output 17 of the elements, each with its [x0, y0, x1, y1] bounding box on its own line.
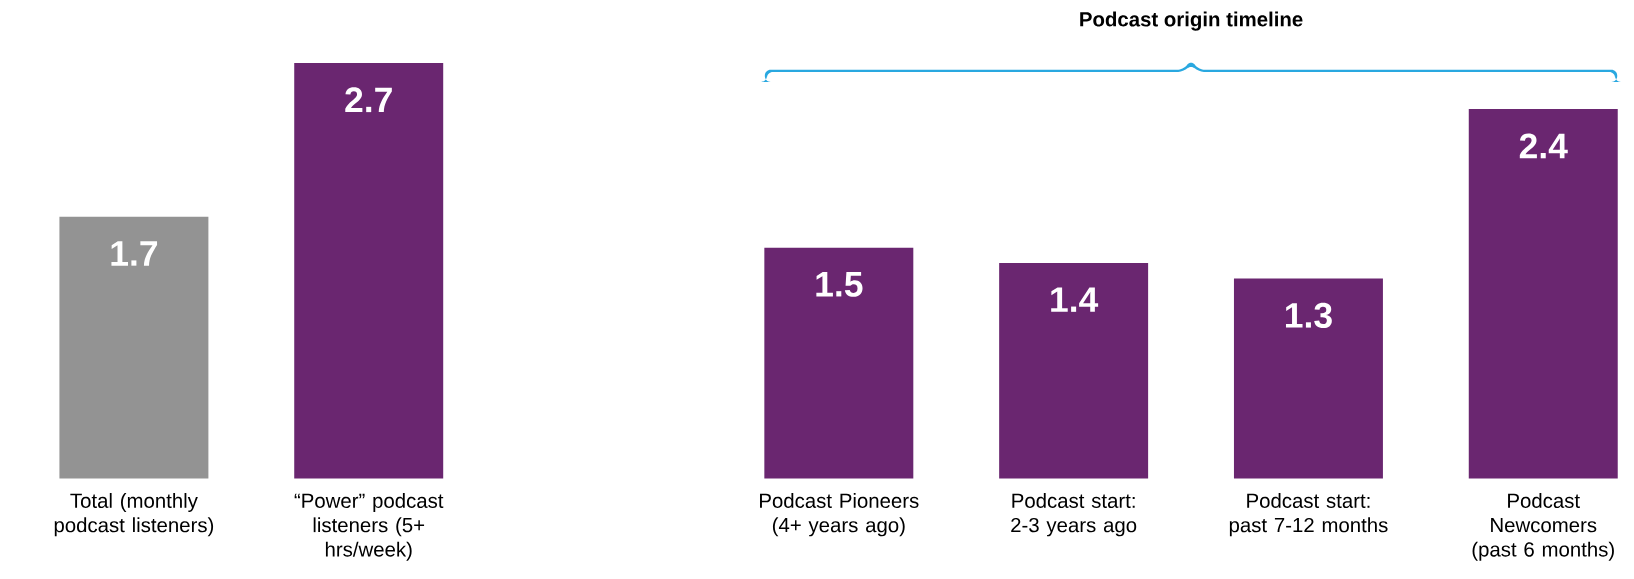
- x-tick-label: Podcast Newcomers (past 6 months): [1472, 492, 1614, 561]
- x-tick-label: Podcast Pioneers (4+ years ago): [760, 492, 919, 537]
- data-label: 2.4: [1519, 133, 1568, 159]
- data-label: 1.7: [111, 241, 158, 266]
- data-label: 2.7: [345, 87, 392, 113]
- data-label: 1.4: [1051, 287, 1099, 312]
- data-label: 1.5: [816, 271, 863, 297]
- x-tick-label: Podcast start: 2-3 years ago: [1011, 492, 1137, 537]
- chart-title: Podcast origin timeline: [1080, 11, 1303, 31]
- bar: [999, 262, 1149, 479]
- bar: [1468, 109, 1618, 479]
- x-tick-label: Podcast start: past 7-12 months: [1229, 492, 1388, 537]
- data-label: 1.3: [1285, 302, 1332, 328]
- x-tick-label: Total (monthly podcast listeners): [54, 492, 214, 537]
- bar: [764, 247, 914, 479]
- x-tick-label: “Power” podcast listeners (5+ hrs/week): [294, 492, 444, 561]
- bar: [1233, 278, 1383, 479]
